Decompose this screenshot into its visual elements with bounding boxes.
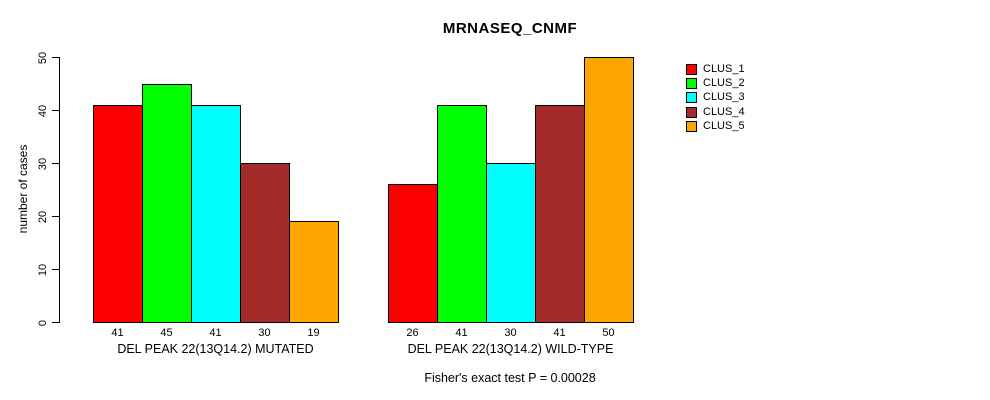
- legend-row: CLUS_5: [686, 120, 745, 134]
- bar-value-label: 45: [160, 327, 173, 339]
- legend-label: CLUS_5: [703, 120, 745, 133]
- fisher-test-annotation: Fisher's exact test P = 0.00028: [424, 371, 596, 385]
- bar-value-label: 50: [602, 327, 615, 339]
- bar-clus_3: [486, 163, 536, 323]
- y-tick-mark: [52, 110, 59, 112]
- legend-label: CLUS_4: [703, 105, 745, 118]
- y-tick-mark: [52, 269, 59, 271]
- bar-clus_1: [388, 184, 438, 323]
- group-label: DEL PEAK 22(13Q14.2) WILD-TYPE: [407, 342, 614, 356]
- bar-clus_4: [535, 104, 585, 323]
- bar-value-label: 41: [111, 327, 124, 339]
- y-axis-label: number of cases: [16, 144, 30, 234]
- bar-clus_2: [142, 83, 192, 323]
- y-tick-label: 50: [37, 51, 49, 64]
- y-axis-line: [59, 57, 61, 323]
- y-tick-mark: [52, 216, 59, 218]
- bar-value-label: 41: [209, 327, 222, 339]
- bar-value-label: 19: [307, 327, 320, 339]
- legend-row: CLUS_4: [686, 105, 745, 119]
- legend-swatch-clus_4: [686, 106, 697, 118]
- bar-clus_2: [437, 104, 487, 323]
- y-tick-label: 10: [37, 263, 49, 276]
- bar-value-label: 30: [258, 327, 271, 339]
- group-label: DEL PEAK 22(13Q14.2) MUTATED: [117, 342, 314, 356]
- legend-row: CLUS_1: [686, 62, 745, 76]
- y-tick-mark: [52, 57, 59, 59]
- legend-row: CLUS_2: [686, 76, 745, 90]
- y-tick-label: 40: [37, 104, 49, 117]
- bar-clus_4: [240, 163, 290, 323]
- legend-label: CLUS_2: [703, 77, 745, 90]
- bar-clus_5: [584, 57, 634, 323]
- y-tick-label: 30: [37, 157, 49, 170]
- legend-label: CLUS_3: [703, 91, 745, 104]
- legend: CLUS_1 CLUS_2 CLUS_3 CLUS_4 CLUS_5: [686, 62, 745, 134]
- legend-label: CLUS_1: [703, 62, 745, 75]
- bar-value-label: 41: [455, 327, 468, 339]
- legend-swatch-clus_1: [686, 63, 697, 75]
- legend-swatch-clus_2: [686, 78, 697, 90]
- bar-value-label: 26: [406, 327, 419, 339]
- bar-clus_1: [93, 104, 143, 323]
- y-tick-mark: [52, 322, 59, 324]
- chart-title: MRNASEQ_CNMF: [442, 20, 578, 37]
- y-tick-label: 0: [37, 319, 49, 326]
- bar-value-label: 41: [553, 327, 566, 339]
- bar-value-label: 30: [504, 327, 517, 339]
- legend-swatch-clus_3: [686, 92, 697, 104]
- legend-swatch-clus_5: [686, 121, 697, 133]
- y-tick-label: 20: [37, 210, 49, 223]
- y-tick-mark: [52, 163, 59, 165]
- bar-clus_3: [191, 104, 241, 323]
- legend-row: CLUS_3: [686, 91, 745, 105]
- bar-clus_5: [289, 221, 339, 323]
